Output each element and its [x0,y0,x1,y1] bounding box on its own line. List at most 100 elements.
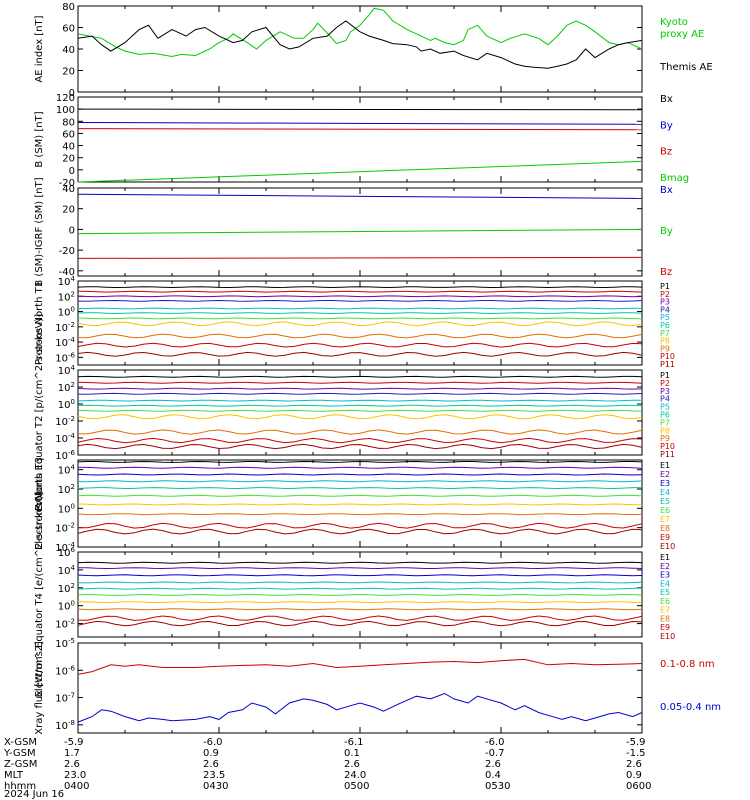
legend-label: E4 [660,579,670,588]
y-tick-label: -40 [59,267,75,278]
panel-6: Electrons North T3 [34,457,643,550]
y-tick-label: 0 [69,88,75,99]
orbit-value: 23.5 [203,770,225,781]
y-tick-label: 100 [56,105,75,116]
y-tick-label: 10-6 [55,664,75,677]
channel-line [77,522,643,529]
channel-line [77,286,643,289]
legend-label: E8 [660,524,670,533]
panel-3: B (SM)-IGRF (SM) [nT] [34,177,643,287]
legend-label: E7 [660,606,670,615]
panel-7: Electrons Equator T4 [e/(cm^2-s-sr-keV)] [34,492,643,697]
orbit-value: 2.6 [203,759,219,770]
y-tick-label: 60 [62,24,75,35]
channel-line [77,429,643,435]
channel-line [77,404,643,407]
y-tick-label: 104 [58,364,76,377]
legend-label: Bx [660,94,673,105]
y-tick-label: 10-6 [55,449,75,462]
series-line [77,7,643,58]
y-tick-label: 80 [62,2,75,13]
channel-line [77,290,643,293]
orbit-value: -6.0 [485,737,505,748]
legend-label: P1 [660,282,670,291]
panel-8: Xray flux [W/m^2] [34,641,643,735]
legend-label: E9 [660,533,670,542]
legend-label: E2 [660,562,670,571]
legend-label: P10 [660,352,675,361]
channel-line [77,295,643,298]
channel-line [77,307,642,310]
legend-label: E6 [660,597,670,606]
channel-line [77,342,643,348]
legend-label: P3 [660,387,670,396]
y-tick-label: 104 [58,564,76,577]
panel-4: Protons North T1 [34,280,643,366]
legend-label: P11 [660,360,675,369]
legend-label: Bmag [660,173,689,184]
legend-label: P6 [660,321,670,330]
orbit-value: -1.5 [626,748,646,759]
orbit-value: 0.9 [626,770,642,781]
orbit-value: -6.0 [203,737,223,748]
panel-1: AE index [nT] [34,5,643,93]
channel-line [77,414,643,420]
legend-label: P5 [660,403,670,412]
legend-label: E1 [660,553,670,562]
y-tick-label: 102 [58,483,75,496]
channel-line [77,480,643,483]
legend-label: P7 [660,329,670,338]
y-tick-label: 10-5 [55,637,75,650]
legend-label: E6 [660,506,670,515]
y-tick-label: 10-4 [55,432,75,445]
channel-line [77,381,643,384]
channel-line [77,620,643,627]
legend-label: E8 [660,614,670,623]
legend-label: proxy AE [660,29,704,40]
y-axis-label: B (SM)-IGRF (SM) [nT] [34,177,45,286]
channel-line [77,587,642,590]
channel-line [77,503,643,506]
y-tick-label: 10-2 [55,415,75,428]
orbit-value: 1.7 [64,748,80,759]
channel-line [77,409,643,412]
legend-label: E9 [660,623,670,632]
orbit-value: 0500 [344,781,369,792]
panel-2: B (SM) [nT] [34,96,643,183]
y-tick-label: -20 [59,178,75,189]
y-tick-label: -20 [59,246,75,257]
y-tick-label: 10-7 [55,692,75,705]
y-tick-label: 100 [58,502,75,515]
channel-line [77,317,643,320]
channel-line [77,574,643,577]
series-line [77,128,643,131]
channel-line [77,581,643,584]
legend-label: E3 [660,571,670,580]
channel-line [77,443,643,450]
legend-label: E5 [660,497,670,506]
channel-line [77,399,642,402]
channel-line [77,312,643,315]
legend-label: E1 [660,461,670,470]
date-label: 2024 Jun 16 [4,789,64,800]
orbit-value: 2.6 [485,759,501,770]
orbit-value: -5.9 [626,737,646,748]
channel-line [77,561,643,564]
orbit-value: 23.0 [64,770,86,781]
legend-label: P8 [660,426,670,435]
channel-line [77,387,643,390]
y-axis-label: AE index [nT] [34,15,45,82]
y-tick-label: 120 [56,93,75,104]
series-line [77,256,643,259]
orbit-value: 0.1 [344,748,360,759]
legend-label: E7 [660,515,670,524]
y-axis-label: Xray flux [W/m^2] [34,641,45,735]
channel-line [77,299,643,302]
y-tick-label: 40 [62,142,75,153]
channel-line [77,321,643,327]
legend-label: P2 [660,379,670,388]
legend-label: Themis AE [659,62,713,73]
channel-line [77,437,643,444]
y-tick-label: 102 [58,290,75,303]
